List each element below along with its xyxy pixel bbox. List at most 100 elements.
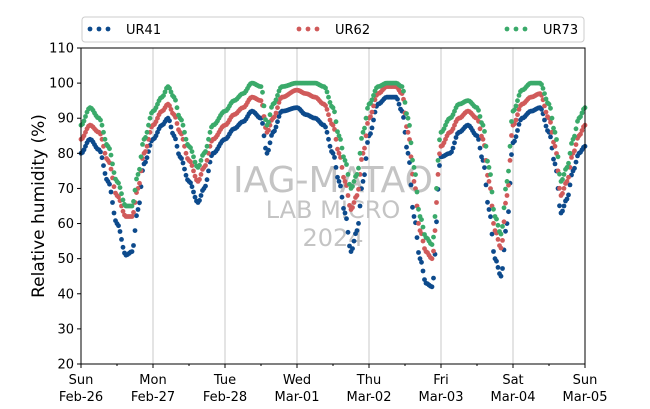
data-point (339, 145, 345, 151)
data-point (204, 143, 210, 149)
data-point (543, 123, 549, 129)
data-point (419, 217, 424, 223)
data-point (407, 123, 412, 128)
grid (152, 48, 514, 364)
data-point (345, 229, 351, 235)
data-point (561, 172, 567, 177)
data-point (552, 129, 558, 135)
data-point (362, 125, 367, 131)
data-point (483, 143, 489, 149)
data-point (365, 140, 370, 145)
data-point (192, 173, 198, 179)
data-point (542, 91, 547, 96)
data-point (333, 165, 339, 170)
watermark-line-2: LAB MICRO (266, 196, 401, 224)
data-point (116, 180, 121, 186)
data-point (560, 177, 565, 182)
data-point (276, 114, 282, 119)
data-point (180, 122, 186, 128)
data-point (323, 124, 328, 130)
data-point (174, 105, 180, 111)
data-point (345, 172, 351, 177)
data-point (198, 158, 204, 163)
data-point (339, 165, 345, 170)
data-point (363, 115, 369, 121)
data-point (342, 158, 348, 163)
legend-marker (96, 26, 102, 32)
data-point (180, 160, 186, 166)
data-point (399, 84, 405, 89)
legend-frame (81, 16, 585, 43)
data-point (566, 160, 571, 166)
data-point (551, 156, 556, 162)
data-point (266, 147, 271, 153)
data-point (554, 137, 559, 142)
data-point (491, 249, 496, 254)
data-point (564, 179, 570, 184)
data-point (183, 172, 189, 178)
data-point (327, 143, 333, 149)
data-point (561, 186, 567, 191)
data-point (507, 158, 513, 163)
data-point (351, 179, 357, 184)
data-point (449, 149, 454, 155)
data-point (540, 86, 546, 91)
data-point (137, 180, 142, 186)
x-tick-label: Sat Mar-04 (491, 373, 536, 405)
data-point (260, 89, 265, 95)
data-point (120, 244, 126, 250)
data-point (357, 150, 363, 156)
legend-label: UR73 (543, 23, 578, 38)
data-point (371, 93, 376, 98)
data-point (488, 214, 493, 220)
data-point (326, 94, 331, 100)
data-point (138, 154, 144, 160)
data-point (267, 140, 273, 146)
data-point (405, 129, 411, 135)
x-axis: Sun Feb-26 Mon Feb-27 Tue Feb-28 Wed Mar-01 Thu M… (59, 364, 607, 405)
data-point (131, 210, 136, 215)
data-point (137, 200, 142, 206)
data-point (420, 224, 426, 230)
data-point (546, 101, 552, 107)
data-point (489, 231, 495, 237)
data-point (188, 180, 193, 186)
data-point (498, 245, 504, 251)
data-point (102, 150, 108, 156)
data-point (129, 203, 135, 209)
data-point (161, 93, 166, 98)
data-point (117, 229, 123, 234)
data-point (117, 185, 123, 191)
data-point (101, 129, 106, 135)
data-point (410, 157, 415, 163)
data-point (566, 174, 571, 180)
data-point (486, 179, 492, 184)
data-point (501, 205, 507, 211)
data-point (336, 133, 342, 139)
data-point (324, 129, 330, 135)
data-point (351, 200, 357, 205)
data-point (503, 228, 508, 234)
data-points (78, 80, 588, 290)
data-point (135, 172, 141, 177)
data-point (411, 165, 417, 170)
data-point (144, 155, 150, 161)
data-point (552, 143, 558, 149)
data-point (485, 199, 490, 205)
data-point (560, 208, 565, 214)
data-point (363, 133, 369, 139)
data-point (189, 163, 195, 169)
data-point (350, 184, 355, 189)
data-point (482, 165, 487, 171)
data-point (101, 163, 106, 169)
y-axis-title: Relative humidity (%) (29, 114, 49, 298)
data-point (495, 222, 501, 228)
data-point (338, 137, 343, 142)
data-point (564, 165, 570, 170)
data-point (561, 203, 567, 209)
data-point (275, 119, 280, 125)
data-point (336, 179, 342, 184)
data-point (435, 172, 441, 177)
data-point (162, 89, 168, 95)
